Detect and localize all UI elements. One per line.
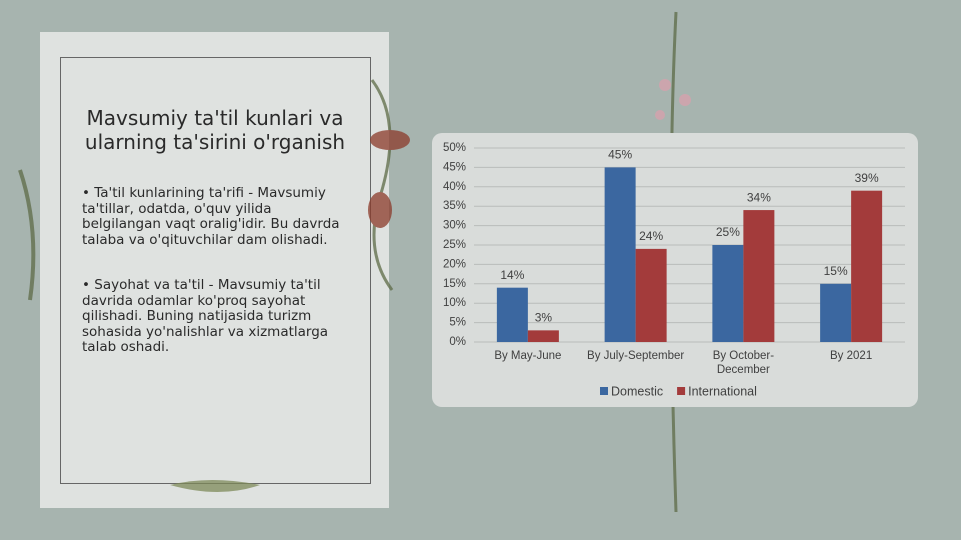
y-tick-label: 10% [443, 297, 466, 309]
y-tick-label: 40% [443, 181, 466, 193]
bar [851, 190, 883, 342]
x-tick-label: By October-December [712, 350, 775, 376]
y-tick-label: 0% [449, 336, 466, 348]
bar [820, 283, 852, 342]
x-tick-label: By 2021 [830, 350, 873, 362]
legend-swatch [600, 387, 608, 395]
text-panel [40, 32, 389, 508]
bar [496, 287, 528, 342]
x-tick-label: By July-September [587, 350, 685, 362]
y-tick-label: 30% [443, 220, 466, 232]
bullet: • Ta'til kunlarining ta'rifi - Mavsumiy … [82, 185, 340, 248]
value-label: 3% [535, 311, 553, 325]
bar [712, 245, 744, 342]
bar [743, 210, 775, 342]
bullet: • Sayohat va ta'til - Mavsumiy ta'til da… [82, 277, 329, 355]
value-label: 34% [747, 190, 771, 204]
value-label: 24% [639, 229, 663, 243]
value-label: 45% [608, 148, 632, 162]
y-tick-label: 20% [443, 258, 466, 270]
value-label: 25% [716, 225, 740, 239]
bar [604, 167, 636, 342]
y-tick-label: 25% [443, 239, 466, 251]
x-tick-label: By May-June [494, 350, 562, 362]
value-label: 14% [500, 268, 524, 282]
legend-label: International [688, 384, 757, 398]
legend-swatch [677, 387, 686, 395]
bar [635, 248, 667, 342]
y-tick-label: 15% [443, 278, 466, 290]
y-tick-label: 45% [443, 161, 466, 173]
y-tick-label: 35% [443, 200, 466, 212]
legend-label: Domestic [611, 384, 663, 398]
slide-title: Mavsumiy ta'til kunlari va ularning ta's… [84, 106, 346, 154]
bar [527, 330, 559, 342]
y-tick-label: 5% [449, 317, 466, 329]
value-label: 39% [855, 171, 879, 185]
y-tick-label: 50% [443, 142, 466, 154]
value-label: 15% [824, 264, 848, 278]
